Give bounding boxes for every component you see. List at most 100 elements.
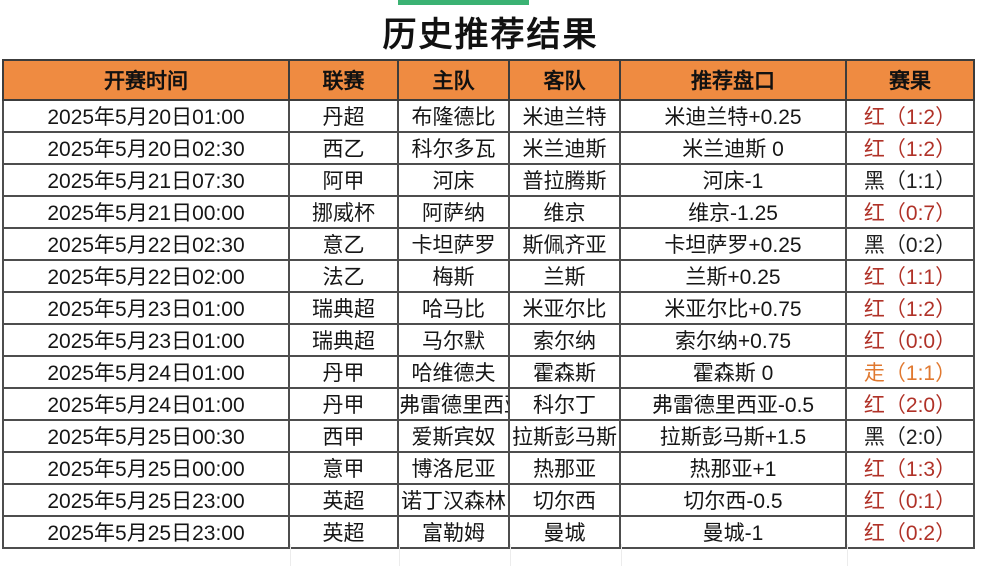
time-cell: 2025年5月21日00:00 xyxy=(2,195,290,229)
result-cell: 红（0:7） xyxy=(845,195,975,229)
handicap-cell: 弗雷德里西亚-0.5 xyxy=(619,387,847,421)
home-cell: 爱斯宾奴 xyxy=(397,419,510,453)
result-cell: 红（0:2） xyxy=(845,515,975,549)
handicap-cell: 拉斯彭马斯+1.5 xyxy=(619,419,847,453)
table-row: 2025年5月23日01:00 瑞典超 马尔默 索尔纳 索尔纳+0.75 红（0… xyxy=(2,323,975,357)
top-accent-bar xyxy=(398,0,529,5)
table-row: 2025年5月21日07:30 阿甲 河床 普拉腾斯 河床-1 黑（1:1） xyxy=(2,163,975,197)
away-cell: 维京 xyxy=(508,195,621,229)
table-row: 2025年5月25日00:30 西甲 爱斯宾奴 拉斯彭马斯 拉斯彭马斯+1.5 … xyxy=(2,419,975,453)
home-cell: 诺丁汉森林 xyxy=(397,483,510,517)
home-cell: 河床 xyxy=(397,163,510,197)
table-row: 2025年5月24日01:00 丹甲 哈维德夫 霍森斯 霍森斯 0 走（1:1） xyxy=(2,355,975,389)
result-cell: 红（0:0） xyxy=(845,323,975,357)
away-cell: 霍森斯 xyxy=(508,355,621,389)
league-cell: 意甲 xyxy=(288,451,399,485)
league-cell: 丹超 xyxy=(288,99,399,133)
empty-grid-line xyxy=(290,544,291,566)
home-cell: 布隆德比 xyxy=(397,99,510,133)
handicap-cell: 米亚尔比+0.75 xyxy=(619,291,847,325)
table-row: 2025年5月22日02:30 意乙 卡坦萨罗 斯佩齐亚 卡坦萨罗+0.25 黑… xyxy=(2,227,975,261)
away-cell: 米兰迪斯 xyxy=(508,131,621,165)
result-cell: 红（1:3） xyxy=(845,451,975,485)
time-cell: 2025年5月24日01:00 xyxy=(2,387,290,421)
away-cell: 斯佩齐亚 xyxy=(508,227,621,261)
league-cell: 法乙 xyxy=(288,259,399,293)
away-cell: 索尔纳 xyxy=(508,323,621,357)
away-cell: 普拉腾斯 xyxy=(508,163,621,197)
league-cell: 英超 xyxy=(288,515,399,549)
league-cell: 意乙 xyxy=(288,227,399,261)
league-cell: 挪威杯 xyxy=(288,195,399,229)
result-cell: 走（1:1） xyxy=(845,355,975,389)
away-cell: 切尔西 xyxy=(508,483,621,517)
home-cell: 哈马比 xyxy=(397,291,510,325)
home-cell: 马尔默 xyxy=(397,323,510,357)
table-row: 2025年5月25日23:00 英超 诺丁汉森林 切尔西 切尔西-0.5 红（0… xyxy=(2,483,975,517)
time-cell: 2025年5月25日23:00 xyxy=(2,515,290,549)
table-row: 2025年5月22日02:00 法乙 梅斯 兰斯 兰斯+0.25 红（1:1） xyxy=(2,259,975,293)
table-row: 2025年5月20日01:00 丹超 布隆德比 米迪兰特 米迪兰特+0.25 红… xyxy=(2,99,975,133)
away-cell: 热那亚 xyxy=(508,451,621,485)
away-cell: 曼城 xyxy=(508,515,621,549)
away-cell: 米迪兰特 xyxy=(508,99,621,133)
home-cell: 卡坦萨罗 xyxy=(397,227,510,261)
table-row: 2025年5月20日02:30 西乙 科尔多瓦 米兰迪斯 米兰迪斯 0 红（1:… xyxy=(2,131,975,165)
col-header-league: 联赛 xyxy=(288,59,399,101)
result-cell: 红（1:1） xyxy=(845,259,975,293)
handicap-cell: 卡坦萨罗+0.25 xyxy=(619,227,847,261)
handicap-cell: 米迪兰特+0.25 xyxy=(619,99,847,133)
col-header-handicap: 推荐盘口 xyxy=(619,59,847,101)
league-cell: 丹甲 xyxy=(288,355,399,389)
time-cell: 2025年5月25日23:00 xyxy=(2,483,290,517)
home-cell: 弗雷德里西亚 xyxy=(397,387,510,421)
result-cell: 红（1:2） xyxy=(845,99,975,133)
table-row: 2025年5月25日00:00 意甲 博洛尼亚 热那亚 热那亚+1 红（1:3） xyxy=(2,451,975,485)
away-cell: 兰斯 xyxy=(508,259,621,293)
time-cell: 2025年5月25日00:00 xyxy=(2,451,290,485)
result-cell: 红（1:2） xyxy=(845,291,975,325)
home-cell: 富勒姆 xyxy=(397,515,510,549)
result-cell: 黑（2:0） xyxy=(845,419,975,453)
home-cell: 科尔多瓦 xyxy=(397,131,510,165)
col-header-result: 赛果 xyxy=(845,59,975,101)
handicap-cell: 切尔西-0.5 xyxy=(619,483,847,517)
result-cell: 黑（0:2） xyxy=(845,227,975,261)
league-cell: 丹甲 xyxy=(288,387,399,421)
empty-grid-line xyxy=(399,544,400,566)
league-cell: 西乙 xyxy=(288,131,399,165)
home-cell: 阿萨纳 xyxy=(397,195,510,229)
time-cell: 2025年5月20日01:00 xyxy=(2,99,290,133)
col-header-home: 主队 xyxy=(397,59,510,101)
time-cell: 2025年5月21日07:30 xyxy=(2,163,290,197)
header-row: 开赛时间 联赛 主队 客队 推荐盘口 赛果 xyxy=(2,59,975,101)
result-cell: 红（2:0） xyxy=(845,387,975,421)
away-cell: 拉斯彭马斯 xyxy=(508,419,621,453)
col-header-away: 客队 xyxy=(508,59,621,101)
time-cell: 2025年5月22日02:00 xyxy=(2,259,290,293)
time-cell: 2025年5月23日01:00 xyxy=(2,323,290,357)
results-table: 开赛时间 联赛 主队 客队 推荐盘口 赛果 2025年5月20日01:00 丹超… xyxy=(2,59,975,549)
result-cell: 红（1:2） xyxy=(845,131,975,165)
table-row: 2025年5月24日01:00 丹甲 弗雷德里西亚 科尔丁 弗雷德里西亚-0.5… xyxy=(2,387,975,421)
handicap-cell: 米兰迪斯 0 xyxy=(619,131,847,165)
league-cell: 瑞典超 xyxy=(288,323,399,357)
empty-grid-line xyxy=(847,544,848,566)
table-row: 2025年5月25日23:00 英超 富勒姆 曼城 曼城-1 红（0:2） xyxy=(2,515,975,549)
table-row: 2025年5月23日01:00 瑞典超 哈马比 米亚尔比 米亚尔比+0.75 红… xyxy=(2,291,975,325)
handicap-cell: 热那亚+1 xyxy=(619,451,847,485)
time-cell: 2025年5月22日02:30 xyxy=(2,227,290,261)
table-body: 2025年5月20日01:00 丹超 布隆德比 米迪兰特 米迪兰特+0.25 红… xyxy=(2,99,975,549)
page-title: 历史推荐结果 xyxy=(382,16,599,54)
result-cell: 黑（1:1） xyxy=(845,163,975,197)
away-cell: 科尔丁 xyxy=(508,387,621,421)
handicap-cell: 索尔纳+0.75 xyxy=(619,323,847,357)
time-cell: 2025年5月25日00:30 xyxy=(2,419,290,453)
away-cell: 米亚尔比 xyxy=(508,291,621,325)
time-cell: 2025年5月20日02:30 xyxy=(2,131,290,165)
empty-grid-line xyxy=(510,544,511,566)
home-cell: 哈维德夫 xyxy=(397,355,510,389)
home-cell: 梅斯 xyxy=(397,259,510,293)
home-cell: 博洛尼亚 xyxy=(397,451,510,485)
